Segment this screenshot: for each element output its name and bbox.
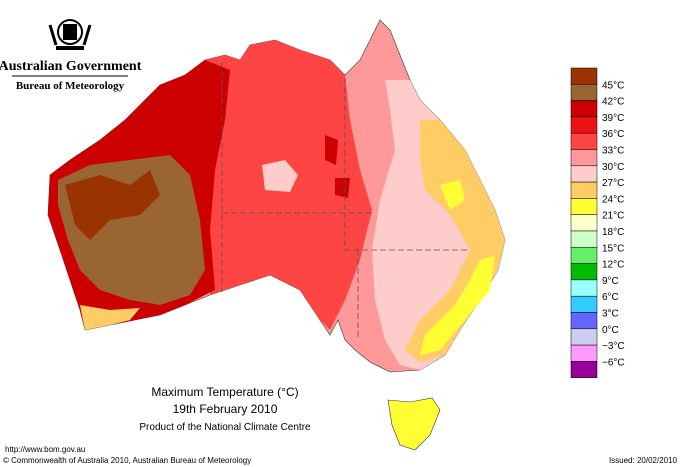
legend-swatch <box>570 344 598 362</box>
legend-swatch <box>570 84 598 101</box>
map-source: Product of the National Climate Centre <box>139 422 311 433</box>
heat-blob <box>325 135 350 198</box>
org-subtitle: Bureau of Meteorology <box>16 80 125 92</box>
legend-label: 9°C <box>602 276 619 287</box>
legend-swatch <box>570 181 598 199</box>
legend-label: 30°C <box>602 162 624 173</box>
legend-swatch <box>570 149 598 167</box>
state-border <box>221 62 470 338</box>
darkbrown-zone <box>65 170 160 240</box>
yellow-zone <box>420 180 495 355</box>
legend-label: 6°C <box>602 292 619 303</box>
legend-swatch <box>570 312 598 330</box>
url: http://www.bom.gov.au <box>5 445 85 454</box>
legend-swatch <box>570 100 598 118</box>
legend-swatch <box>570 361 598 378</box>
legend-label: −6°C <box>602 357 625 368</box>
map-title: Maximum Temperature (°C) <box>151 385 298 399</box>
legend-label: 12°C <box>602 260 624 271</box>
legend-swatch <box>570 230 598 248</box>
legend: 45°C 42°C 39°C 36°C 33°C 30°C 27°C 24°C 21°C 18°C… <box>570 67 625 378</box>
legend-label: 36°C <box>602 129 624 140</box>
heat-blob <box>262 160 298 192</box>
legend-swatch <box>570 198 598 215</box>
legend-swatch <box>570 328 598 346</box>
legend-label: 33°C <box>602 146 624 157</box>
legend-label: 15°C <box>602 243 624 254</box>
orange-zone <box>405 120 505 362</box>
legend-label: 24°C <box>602 194 624 205</box>
legend-label: 45°C <box>602 80 624 91</box>
legend-label: 21°C <box>602 211 624 222</box>
southwest-coast <box>80 305 140 330</box>
legend-swatch <box>570 116 598 134</box>
legend-swatch <box>570 214 598 232</box>
map <box>47 19 506 451</box>
legend-label: 0°C <box>602 325 619 336</box>
legend-label: 27°C <box>602 178 624 189</box>
legend-swatch <box>570 295 598 313</box>
legend-label: 3°C <box>602 309 619 320</box>
legend-swatch <box>570 67 598 85</box>
legend-label: 18°C <box>602 227 624 238</box>
map-date: 19th February 2010 <box>173 402 278 416</box>
legend-swatch <box>570 279 598 297</box>
legend-swatch <box>570 247 598 264</box>
legend-label: 42°C <box>602 97 624 108</box>
copyright: © Commonwealth of Australia 2010, Austra… <box>3 456 251 465</box>
legend-swatch <box>570 132 598 150</box>
issued: Issued: 20/02/2010 <box>609 456 678 465</box>
tasmania <box>387 397 441 451</box>
legend-swatch <box>570 263 598 281</box>
legend-label: −3°C <box>602 341 625 352</box>
legend-swatch <box>570 165 598 183</box>
legend-label: 39°C <box>602 113 624 124</box>
org-title: Australian Government <box>0 59 142 74</box>
crest <box>48 19 92 50</box>
